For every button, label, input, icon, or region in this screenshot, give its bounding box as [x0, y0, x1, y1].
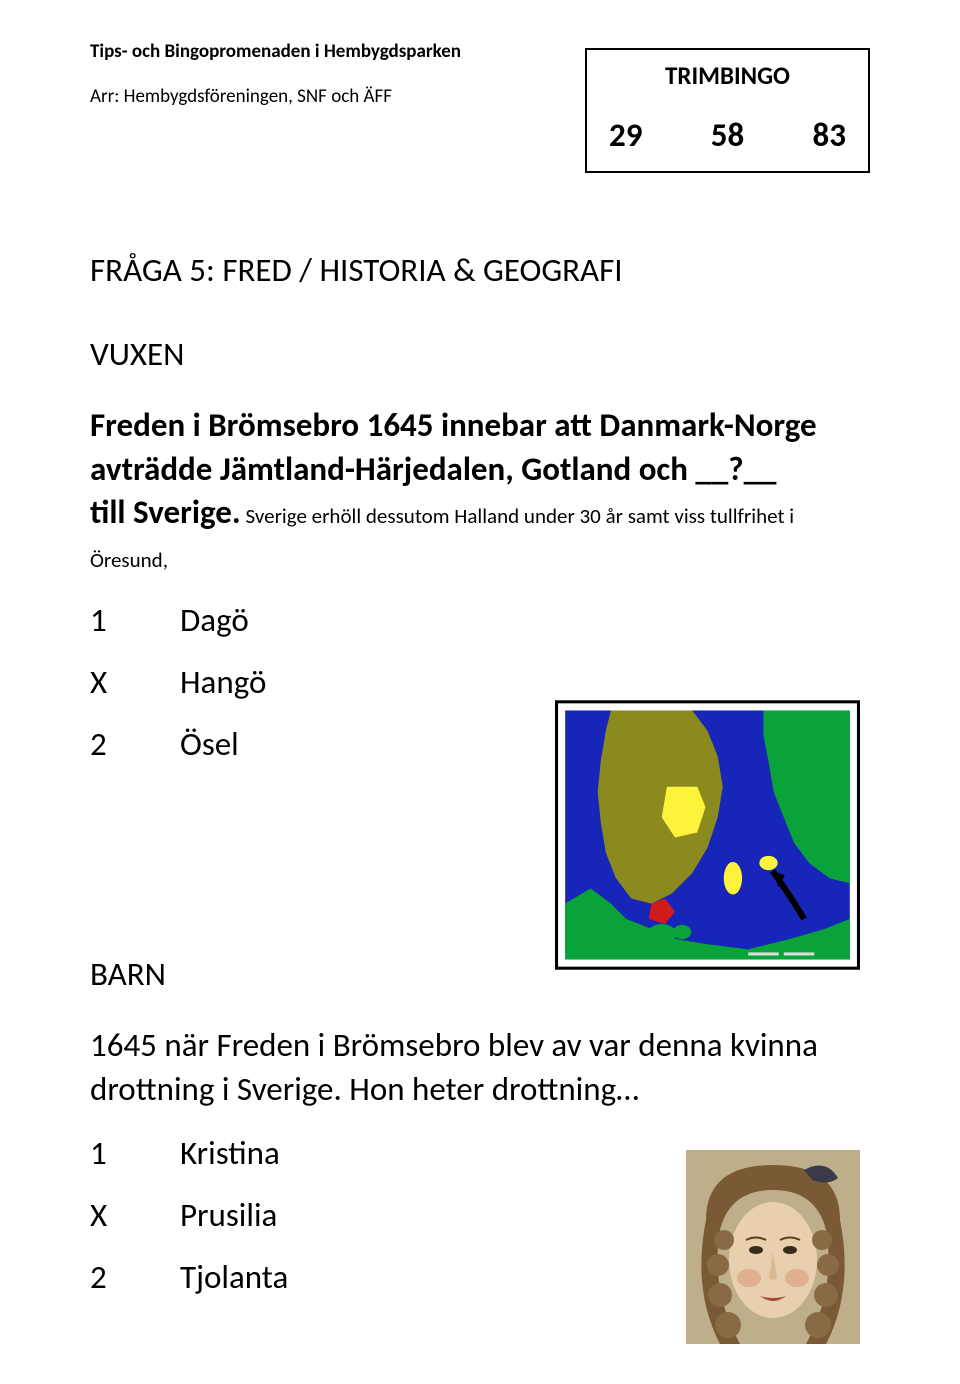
question-child: 1645 när Freden i Brömsebro blev av var …: [90, 1024, 870, 1111]
bingo-box: TRIMBINGO 29 58 83: [585, 48, 870, 173]
bingo-number: 29: [609, 115, 642, 155]
header: Tips- och Bingopromenaden i Hembygdspark…: [90, 40, 870, 160]
option-key: 1: [90, 600, 180, 640]
portrait-image: [686, 1150, 860, 1344]
page-title: Tips- och Bingopromenaden i Hembygdspark…: [90, 40, 461, 63]
vuxen-label: VUXEN: [90, 334, 870, 374]
header-left: Tips- och Bingopromenaden i Hembygdspark…: [90, 40, 461, 108]
option-key: 2: [90, 1257, 180, 1297]
option-key: X: [90, 662, 180, 702]
q1-line1: Freden i Brömsebro 1645 innebar att Danm…: [90, 405, 817, 445]
option-row: X Hangö: [90, 662, 870, 702]
option-key: 2: [90, 724, 180, 764]
option-key: X: [90, 1195, 180, 1235]
option-value: Dagö: [180, 600, 249, 640]
question-heading: FRÅGA 5: FRED / HISTORIA & GEOGRAFI: [90, 250, 870, 290]
q1-blank: __?__: [695, 449, 776, 489]
page: Tips- och Bingopromenaden i Hembygdspark…: [0, 0, 960, 1384]
bingo-number: 58: [711, 115, 744, 155]
q1-line3a: till Sverige.: [90, 492, 241, 532]
bingo-number: 83: [813, 115, 846, 155]
bingo-numbers: 29 58 83: [601, 115, 854, 155]
q1-line2a: avträdde Jämtland-Härjedalen, Gotland oc…: [90, 449, 695, 489]
option-value: Tjolanta: [180, 1257, 288, 1297]
option-value: Kristina: [180, 1133, 280, 1173]
arranger-line: Arr: Hembygdsföreningen, SNF och ÄFF: [90, 85, 461, 108]
option-value: Prusilia: [180, 1195, 277, 1235]
option-value: Ösel: [180, 724, 239, 764]
option-key: 1: [90, 1133, 180, 1173]
map-image: [555, 700, 860, 970]
option-row: 1 Dagö: [90, 600, 870, 640]
option-value: Hangö: [180, 662, 266, 702]
bingo-title: TRIMBINGO: [601, 60, 854, 91]
question-adult: Freden i Brömsebro 1645 innebar att Danm…: [90, 404, 870, 578]
